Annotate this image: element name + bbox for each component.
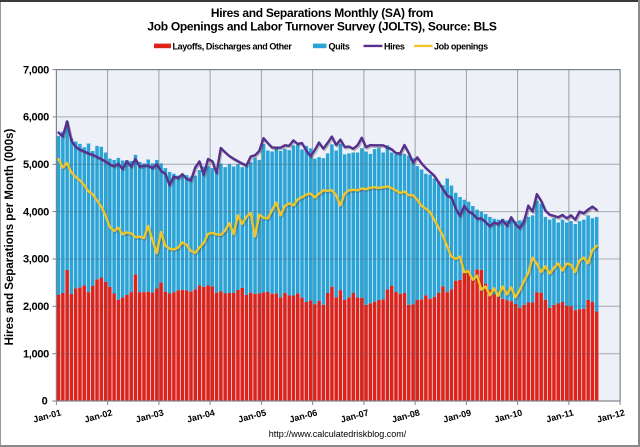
svg-text:Quits: Quits xyxy=(329,42,350,52)
svg-text:6,000: 6,000 xyxy=(23,112,49,124)
svg-text:3,000: 3,000 xyxy=(23,254,49,266)
svg-text:2,000: 2,000 xyxy=(23,301,49,313)
svg-text:7,000: 7,000 xyxy=(23,64,49,76)
svg-text:Layoffs, Discharges and Other: Layoffs, Discharges and Other xyxy=(173,42,293,52)
svg-text:Job Openings and Labor Turnove: Job Openings and Labor Turnover Survey (… xyxy=(147,20,497,34)
svg-text:http://www.calculatedriskblog.: http://www.calculatedriskblog.com/ xyxy=(269,429,407,439)
svg-text:0: 0 xyxy=(42,396,48,408)
svg-text:Hires: Hires xyxy=(384,42,405,52)
svg-text:5,000: 5,000 xyxy=(23,159,49,171)
svg-text:Job openings: Job openings xyxy=(434,42,488,52)
svg-text:Hires and Separations Monthly: Hires and Separations Monthly (SA) from xyxy=(211,6,433,20)
svg-text:4,000: 4,000 xyxy=(23,206,49,218)
svg-text:Hires and Separations per Mont: Hires and Separations per Month (000s) xyxy=(4,129,16,346)
svg-text:1,000: 1,000 xyxy=(23,348,49,360)
